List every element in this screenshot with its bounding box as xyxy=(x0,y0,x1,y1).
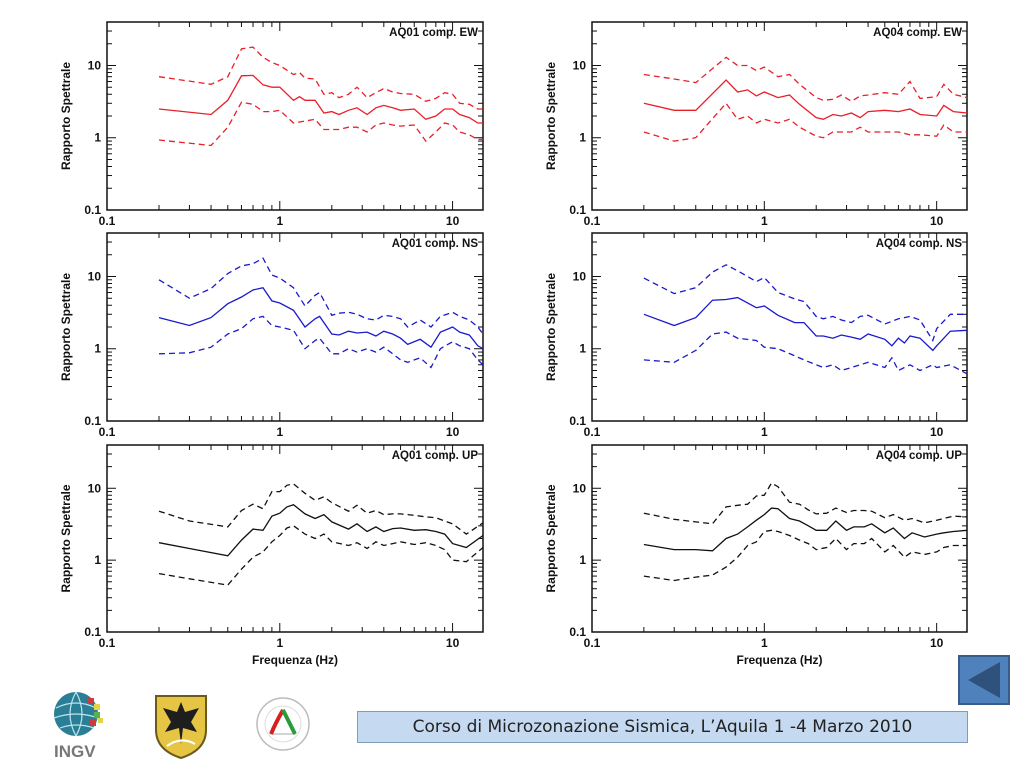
x-tick-label: 1 xyxy=(276,636,283,650)
series-line-meanplussd xyxy=(643,482,968,525)
series-line-mean xyxy=(158,286,484,350)
x-tick-label: 0.1 xyxy=(99,636,116,650)
series-line-meanminussd xyxy=(158,525,484,586)
y-tick-label: 1 xyxy=(579,553,586,567)
x-tick-label: 10 xyxy=(446,214,460,228)
x-tick-label: 10 xyxy=(930,636,944,650)
series-line-meanminussd xyxy=(158,101,483,147)
series-line-meanminussd xyxy=(643,331,968,375)
y-tick-label: 1 xyxy=(94,342,101,356)
ingv-logo: INGV xyxy=(50,688,112,764)
chart-panel-aq01-comp-ns: 0.1 1 10 0.1 1 10 Rapporto Spettrale AQ01 comp.… xyxy=(59,232,484,439)
y-tick-label: 10 xyxy=(88,58,102,72)
footer-banner: Corso di Microzonazione Sismica, L’Aquil… xyxy=(357,711,968,743)
y-tick-label: 10 xyxy=(573,481,587,495)
chart-title: AQ01 comp. NS xyxy=(392,238,479,250)
back-button[interactable] xyxy=(958,655,1010,705)
y-tick-label: 0.1 xyxy=(84,625,101,639)
spectral-ratio-charts: 0.1 1 10 0.1 1 10 Rapporto Spettrale AQ01 comp.… xyxy=(59,21,968,667)
plot-frame xyxy=(591,444,968,633)
series-line-mean xyxy=(643,507,968,552)
y-tick-label: 10 xyxy=(88,481,102,495)
chart-panel-aq04-comp-ew: 0.1 1 10 0.1 1 10 Rapporto Spettrale AQ04 comp.… xyxy=(544,21,968,228)
globe-icon xyxy=(53,691,103,737)
y-tick-label: 0.1 xyxy=(569,414,586,428)
x-tick-label: 1 xyxy=(276,425,283,439)
x-tick-label: 1 xyxy=(761,214,768,228)
protezione-civile-logo xyxy=(255,696,311,752)
y-tick-label: 10 xyxy=(573,58,587,72)
y-tick-label: 1 xyxy=(94,553,101,567)
series-line-mean xyxy=(158,503,484,557)
y-tick-label: 0.1 xyxy=(569,625,586,639)
series-line-meanplussd xyxy=(158,483,484,535)
chart-title: AQ01 comp. UP xyxy=(392,450,479,462)
series-line-mean xyxy=(643,79,968,120)
y-tick-label: 10 xyxy=(573,269,587,283)
x-axis-label: Frequenza (Hz) xyxy=(252,653,338,667)
y-axis-label: Rapporto Spettrale xyxy=(59,62,73,170)
chart-title: AQ04 comp. UP xyxy=(876,450,963,462)
y-axis-label: Rapporto Spettrale xyxy=(544,273,558,381)
plot-frame xyxy=(106,444,484,633)
series-line-meanminussd xyxy=(643,529,967,582)
series-line-meanplussd xyxy=(643,56,968,103)
series-line-meanminussd xyxy=(643,102,967,142)
chart-panel-aq01-comp-ew: 0.1 1 10 0.1 1 10 Rapporto Spettrale AQ01 comp.… xyxy=(59,21,484,228)
x-tick-label: 0.1 xyxy=(584,636,601,650)
plot-frame xyxy=(106,232,484,422)
x-tick-label: 1 xyxy=(761,425,768,439)
x-tick-label: 0.1 xyxy=(99,425,116,439)
series-line-meanplussd xyxy=(158,46,483,110)
regione-abruzzo-crest xyxy=(153,692,209,760)
protezione-civile-icon xyxy=(256,697,310,751)
series-line-mean xyxy=(643,296,968,352)
y-tick-label: 1 xyxy=(94,131,101,145)
y-axis-label: Rapporto Spettrale xyxy=(59,273,73,381)
plot-frame xyxy=(591,232,968,422)
x-tick-label: 10 xyxy=(930,214,944,228)
y-axis-label: Rapporto Spettrale xyxy=(544,62,558,170)
plot-frame xyxy=(591,21,968,211)
x-tick-label: 10 xyxy=(446,425,460,439)
x-tick-label: 0.1 xyxy=(99,214,116,228)
series-line-meanminussd xyxy=(158,315,484,369)
y-tick-label: 0.1 xyxy=(569,203,586,217)
x-axis-label: Frequenza (Hz) xyxy=(736,653,822,667)
ingv-logo-text: INGV xyxy=(54,742,96,761)
footer-text: Corso di Microzonazione Sismica, L’Aquil… xyxy=(412,717,913,737)
chart-title: AQ04 comp. EW xyxy=(873,27,962,39)
plot-frame xyxy=(106,21,484,211)
x-tick-label: 0.1 xyxy=(584,214,601,228)
y-tick-label: 0.1 xyxy=(84,203,101,217)
chart-panel-aq01-comp-up: 0.1 1 10 0.1 1 10 Rapporto Spettrale Frequenza … xyxy=(59,444,484,667)
x-tick-label: 0.1 xyxy=(584,425,601,439)
series-line-mean xyxy=(158,74,483,124)
y-tick-label: 1 xyxy=(579,342,586,356)
y-tick-label: 0.1 xyxy=(84,414,101,428)
triangle-left-icon xyxy=(968,662,1000,698)
y-axis-label: Rapporto Spettrale xyxy=(544,484,558,592)
y-tick-label: 10 xyxy=(88,269,102,283)
series-line-meanplussd xyxy=(643,264,967,343)
y-tick-label: 1 xyxy=(579,131,586,145)
y-axis-label: Rapporto Spettrale xyxy=(59,484,73,592)
x-tick-label: 1 xyxy=(761,636,768,650)
chart-panel-aq04-comp-ns: 0.1 1 10 0.1 1 10 Rapporto Spettrale AQ04 comp.… xyxy=(544,232,968,439)
x-tick-label: 10 xyxy=(446,636,460,650)
eagle-crest-icon xyxy=(155,695,207,760)
x-tick-label: 1 xyxy=(276,214,283,228)
chart-title: AQ04 comp. NS xyxy=(876,238,963,250)
chart-title: AQ01 comp. EW xyxy=(389,27,478,39)
x-tick-label: 10 xyxy=(930,425,944,439)
chart-panel-aq04-comp-up: 0.1 1 10 0.1 1 10 Rapporto Spettrale Frequenza … xyxy=(544,444,968,667)
